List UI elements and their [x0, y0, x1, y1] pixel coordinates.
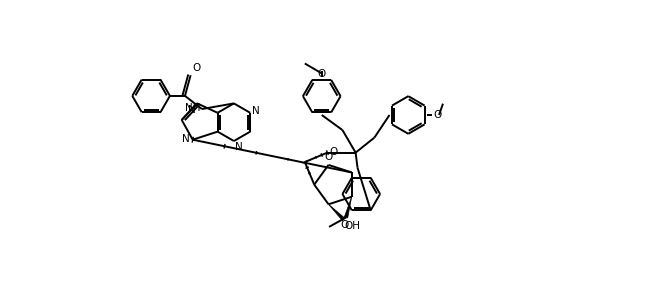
Text: O: O [330, 147, 337, 157]
Text: O: O [433, 110, 441, 120]
Text: N: N [182, 134, 190, 144]
Text: OH: OH [345, 221, 360, 231]
Text: O: O [318, 69, 326, 79]
Text: O: O [193, 63, 201, 73]
Text: O: O [340, 221, 348, 230]
Text: N: N [252, 106, 260, 116]
Text: N: N [235, 142, 243, 152]
Text: O: O [324, 152, 333, 162]
Polygon shape [328, 204, 345, 221]
Text: NH: NH [186, 103, 201, 113]
Polygon shape [345, 197, 352, 218]
Text: N: N [188, 105, 196, 115]
